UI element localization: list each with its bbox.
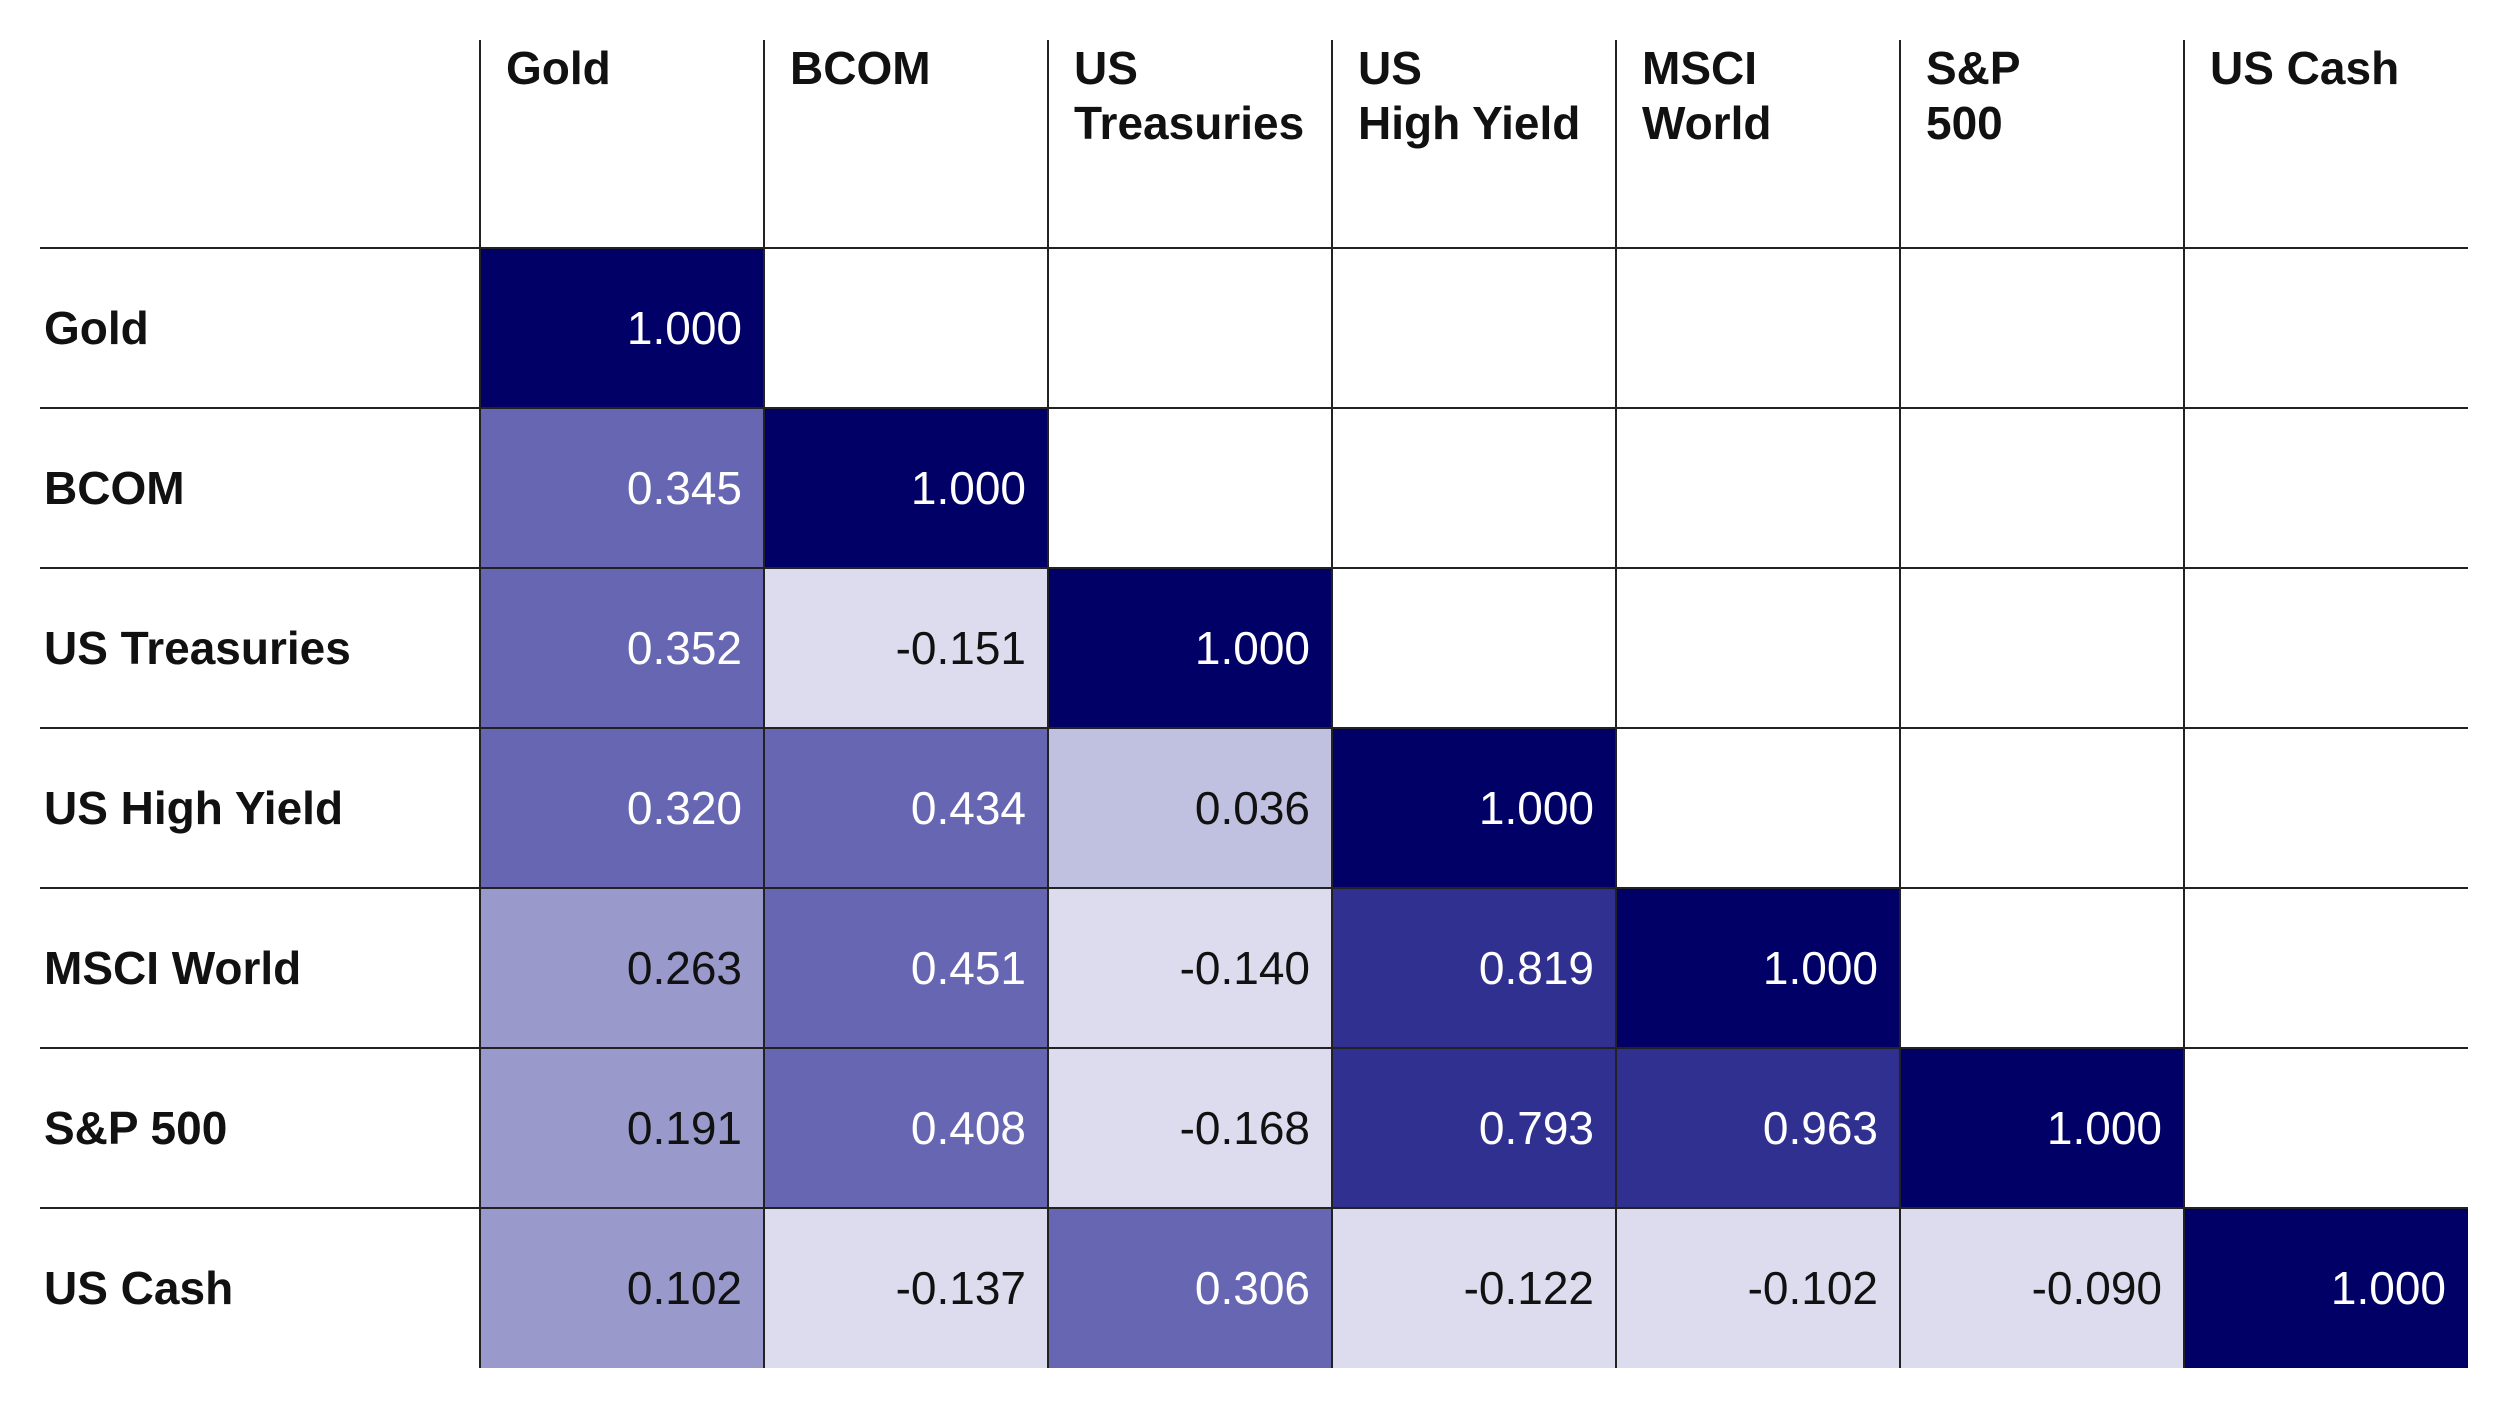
cells-layer [480, 248, 2468, 1368]
cell-value-label: 0.102 [627, 1262, 742, 1314]
cell-value-label: -0.102 [1748, 1262, 1878, 1314]
cell-value-label: -0.140 [1180, 942, 1310, 994]
heatmap-cell [1332, 1048, 1616, 1208]
heatmap-cell [480, 1048, 764, 1208]
column-labels: Gold BCOM US Treasuries US High Yield MSCI Worl… [506, 42, 2399, 149]
heatmap-cell [1332, 888, 1616, 1048]
heatmap-cell [1048, 568, 1332, 728]
column-header: Gold [506, 42, 611, 94]
row-header: US Treasuries [44, 622, 351, 674]
row-header: Gold [44, 302, 149, 354]
cell-value-label: 0.263 [627, 942, 742, 994]
cell-value-label: 0.345 [627, 462, 742, 514]
cell-value-label: 0.963 [1763, 1102, 1878, 1154]
heatmap-cell [480, 1208, 764, 1368]
heatmap-cell [1616, 1208, 1900, 1368]
heatmap-cell [764, 568, 1048, 728]
heatmap-cell [1048, 728, 1332, 888]
heatmap-cell [1048, 1048, 1332, 1208]
heatmap-cell [764, 888, 1048, 1048]
cell-value-label: -0.090 [2032, 1262, 2162, 1314]
heatmap-cell [1048, 1208, 1332, 1368]
cell-value-label: 0.793 [1479, 1102, 1594, 1154]
heatmap-cell [764, 728, 1048, 888]
row-labels: Gold BCOM US Treasuries US High Yield MSCI W… [44, 302, 351, 1314]
cell-values: 1.000 0.345 1.000 0.352 -0.151 1.000 0.320 0.43… [627, 302, 2446, 1314]
heatmap-cell [1332, 728, 1616, 888]
cell-value-label: 1.000 [2331, 1262, 2446, 1314]
cell-value-label: 1.000 [911, 462, 1026, 514]
cell-value-label: -0.137 [896, 1262, 1026, 1314]
cell-value-label: 0.320 [627, 782, 742, 834]
column-header: MSCI World [1642, 42, 1771, 149]
row-header: S&P 500 [44, 1102, 227, 1154]
cell-value-label: 0.819 [1479, 942, 1594, 994]
heatmap-cell [1048, 888, 1332, 1048]
heatmap-cell [1900, 1208, 2184, 1368]
heatmap-cell [1332, 1208, 1616, 1368]
cell-value-label: 1.000 [2047, 1102, 2162, 1154]
cell-value-label: 0.191 [627, 1102, 742, 1154]
heatmap-cell [480, 568, 764, 728]
cell-value-label: 1.000 [1479, 782, 1594, 834]
cell-value-label: 0.352 [627, 622, 742, 674]
column-header: US Treasuries [1074, 42, 1304, 149]
cell-value-label: 1.000 [1195, 622, 1310, 674]
heatmap-cell [764, 1208, 1048, 1368]
grid-layer [40, 40, 2468, 1368]
row-header: BCOM [44, 462, 185, 514]
row-header: US Cash [44, 1262, 233, 1314]
heatmap-cell [1900, 1048, 2184, 1208]
column-header: BCOM [790, 42, 931, 94]
cell-value-label: 0.408 [911, 1102, 1026, 1154]
cell-value-label: 0.036 [1195, 782, 1310, 834]
cell-value-label: 0.451 [911, 942, 1026, 994]
heatmap-cell [764, 408, 1048, 568]
heatmap-cell [764, 1048, 1048, 1208]
column-header: US High Yield [1358, 42, 1580, 149]
cell-value-label: -0.151 [896, 622, 1026, 674]
column-header: S&P 500 [1926, 42, 2021, 149]
heatmap-cell [480, 728, 764, 888]
heatmap-cell [1616, 1048, 1900, 1208]
cell-value-label: -0.122 [1464, 1262, 1594, 1314]
cell-value-label: 1.000 [627, 302, 742, 354]
row-header: MSCI World [44, 942, 301, 994]
heatmap-cell [480, 408, 764, 568]
column-header: US Cash [2210, 42, 2399, 94]
heatmap-cell [1616, 888, 1900, 1048]
heatmap-cell [480, 248, 764, 408]
heatmap-cell [2184, 1208, 2468, 1368]
cell-value-label: -0.168 [1180, 1102, 1310, 1154]
row-header: US High Yield [44, 782, 343, 834]
cell-value-label: 0.306 [1195, 1262, 1310, 1314]
cell-value-label: 0.434 [911, 782, 1026, 834]
cell-value-label: 1.000 [1763, 942, 1878, 994]
heatmap-cell [480, 888, 764, 1048]
